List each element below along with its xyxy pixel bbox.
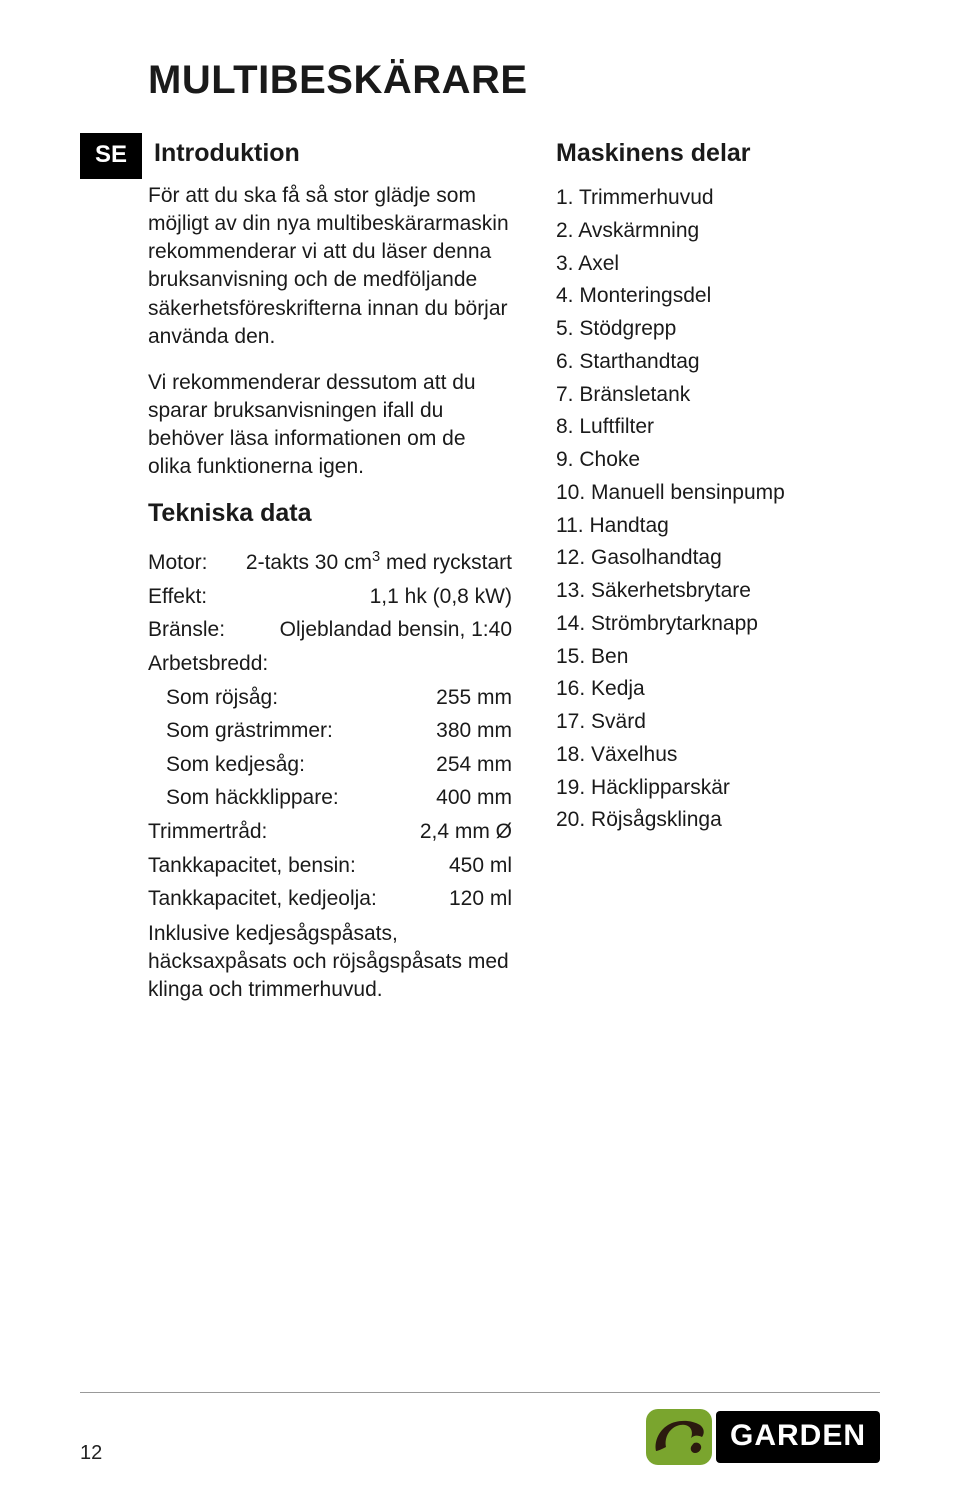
spec-value: 380 mm: [436, 714, 512, 748]
specs-footnote: Inklusive kedjesågspåsats, häcksaxpåsats…: [148, 920, 512, 1004]
spec-row: Tankkapacitet, kedjeolja: 120 ml: [148, 882, 512, 916]
page-title: MULTIBESKÄRARE: [148, 58, 880, 103]
spec-value: 400 mm: [436, 781, 512, 815]
spec-row: Arbetsbredd:: [148, 647, 512, 681]
garden-logo: GARDEN: [646, 1409, 880, 1465]
language-badge: SE: [80, 133, 142, 179]
spec-label: Som kedjesåg:: [148, 748, 305, 782]
spec-row: Som kedjesåg: 254 mm: [148, 748, 512, 782]
specs-heading: Tekniska data: [148, 499, 512, 528]
spec-row: Som grästrimmer: 380 mm: [148, 714, 512, 748]
right-column: Maskinens delar 1. Trimmerhuvud2. Avskär…: [556, 133, 880, 1022]
parts-list-item: 7. Bränsletank: [556, 379, 880, 412]
parts-list-item: 8. Luftfilter: [556, 411, 880, 444]
spec-label: Som grästrimmer:: [148, 714, 333, 748]
spec-row: Tankkapacitet, bensin: 450 ml: [148, 849, 512, 883]
parts-list-item: 20. Röjsågsklinga: [556, 804, 880, 837]
spec-value: 450 ml: [449, 849, 512, 883]
spec-label: Arbetsbredd:: [148, 647, 268, 681]
spec-label: Bränsle:: [148, 613, 225, 647]
spec-label: Effekt:: [148, 580, 207, 614]
parts-list-item: 14. Strömbrytarknapp: [556, 608, 880, 641]
intro-paragraph-1: För att du ska få så stor glädje som möj…: [148, 182, 512, 351]
spec-label: Tankkapacitet, bensin:: [148, 849, 356, 883]
parts-list-item: 3. Axel: [556, 248, 880, 281]
specs-table: Motor:2-takts 30 cm3 med ryckstartEffekt…: [148, 546, 512, 916]
page-number: 12: [80, 1442, 102, 1465]
spec-value: 255 mm: [436, 681, 512, 715]
logo-animal-icon: [646, 1409, 712, 1465]
page-footer: 12 GARDEN: [80, 1392, 880, 1465]
spec-row: Som häckklippare: 400 mm: [148, 781, 512, 815]
spec-row: Motor: 2-takts 30 cm3 med ryckstart: [148, 546, 512, 580]
spec-label: Som röjsåg:: [148, 681, 278, 715]
spec-value: 254 mm: [436, 748, 512, 782]
parts-list-item: 10. Manuell bensinpump: [556, 477, 880, 510]
spec-value: 2-takts 30 cm3 med ryckstart: [246, 546, 512, 580]
spec-label: Som häckklippare:: [148, 781, 339, 815]
parts-list-item: 6. Starthandtag: [556, 346, 880, 379]
parts-list-item: 15. Ben: [556, 641, 880, 674]
parts-list-item: 16. Kedja: [556, 673, 880, 706]
logo-text: GARDEN: [716, 1411, 880, 1463]
parts-list-item: 9. Choke: [556, 444, 880, 477]
parts-heading: Maskinens delar: [556, 133, 880, 168]
spec-value: 1,1 hk (0,8 kW): [370, 580, 512, 614]
spec-value: 120 ml: [449, 882, 512, 916]
spec-label: Tankkapacitet, kedjeolja:: [148, 882, 377, 916]
parts-list-item: 13. Säkerhetsbrytare: [556, 575, 880, 608]
spec-value: 2,4 mm Ø: [420, 815, 512, 849]
intro-heading: Introduktion: [154, 133, 300, 168]
parts-list: 1. Trimmerhuvud2. Avskärmning3. Axel4. M…: [556, 182, 880, 837]
left-column: SE Introduktion För att du ska få så sto…: [80, 133, 512, 1022]
spec-row: Bränsle: Oljeblandad bensin, 1:40: [148, 613, 512, 647]
parts-list-item: 19. Häcklipparskär: [556, 772, 880, 805]
spec-value: Oljeblandad bensin, 1:40: [280, 613, 512, 647]
parts-list-item: 17. Svärd: [556, 706, 880, 739]
parts-list-item: 2. Avskärmning: [556, 215, 880, 248]
parts-list-item: 11. Handtag: [556, 510, 880, 543]
intro-paragraph-2: Vi rekommenderar dessutom att du sparar …: [148, 369, 512, 482]
spec-row: Som röjsåg: 255 mm: [148, 681, 512, 715]
parts-list-item: 5. Stödgrepp: [556, 313, 880, 346]
parts-list-item: 1. Trimmerhuvud: [556, 182, 880, 215]
spec-label: Motor:: [148, 546, 208, 580]
spec-row: Trimmertråd: 2,4 mm Ø: [148, 815, 512, 849]
spec-row: Effekt: 1,1 hk (0,8 kW): [148, 580, 512, 614]
parts-list-item: 4. Monteringsdel: [556, 280, 880, 313]
parts-list-item: 18. Växelhus: [556, 739, 880, 772]
spec-label: Trimmertråd:: [148, 815, 267, 849]
parts-list-item: 12. Gasolhandtag: [556, 542, 880, 575]
